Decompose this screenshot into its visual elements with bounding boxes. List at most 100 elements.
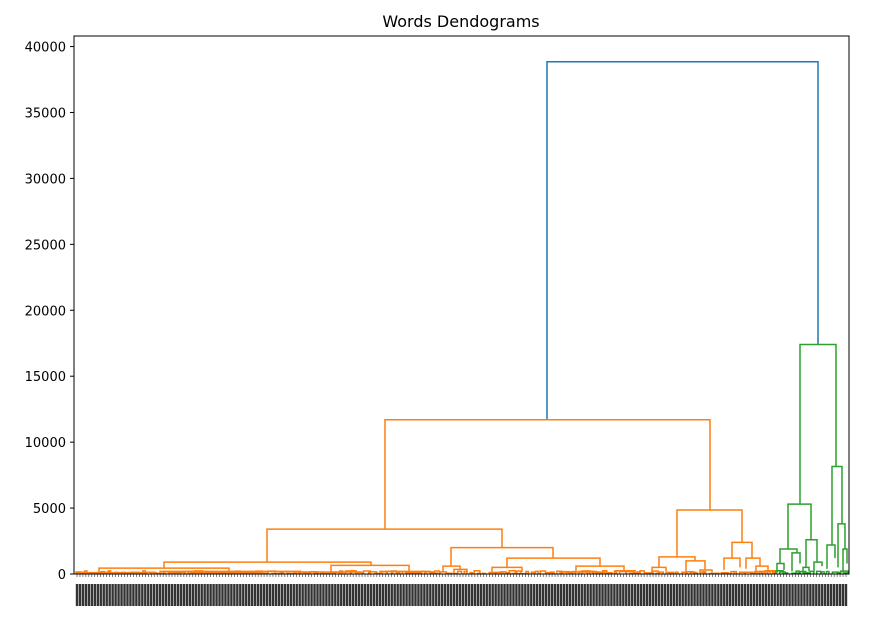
- x-tick-label: [310, 584, 312, 606]
- x-tick-label: [589, 584, 591, 606]
- x-tick-label: [631, 584, 633, 606]
- x-tick-label: [186, 584, 188, 606]
- x-tick-label: [117, 584, 119, 606]
- x-tick-label: [201, 584, 203, 606]
- x-tick-label: [230, 584, 232, 606]
- green-left-link: [788, 504, 811, 549]
- x-tick-label: [376, 584, 378, 606]
- x-tick-label: [779, 584, 781, 606]
- x-tick-label: [491, 584, 493, 606]
- link: [780, 549, 797, 564]
- x-tick-label: [105, 584, 107, 606]
- x-tick-label: [76, 584, 78, 606]
- x-tick-label: [373, 584, 375, 606]
- x-tick-label: [569, 584, 571, 606]
- x-tick-label: [174, 584, 176, 606]
- x-tick-label: [800, 584, 802, 606]
- link: [724, 558, 740, 570]
- root-link: [547, 62, 818, 420]
- x-tick-label: [138, 584, 140, 606]
- x-tick-label: [278, 584, 280, 606]
- plot-frame: [74, 36, 849, 574]
- x-tick-label: [676, 584, 678, 606]
- x-tick-label: [346, 584, 348, 606]
- x-tick-label: [782, 584, 784, 606]
- x-tick-label: [572, 584, 574, 606]
- x-tick-label: [331, 584, 333, 606]
- x-tick-label: [168, 584, 170, 606]
- x-tick-label: [215, 584, 217, 606]
- green-cluster-link: [800, 345, 836, 505]
- x-tick-label: [658, 584, 660, 606]
- x-tick-label: [319, 584, 321, 606]
- x-tick-label: [652, 584, 654, 606]
- x-tick-label: [334, 584, 336, 606]
- x-tick-label: [298, 584, 300, 606]
- link: [451, 548, 553, 566]
- x-tick-label: [771, 584, 773, 606]
- link: [746, 558, 760, 569]
- x-tick-label: [515, 584, 517, 606]
- x-tick-label: [845, 584, 847, 606]
- y-tick-label: 30000: [25, 172, 66, 187]
- x-tick-label: [304, 584, 306, 606]
- x-tick-label: [165, 584, 167, 606]
- y-tick-label: 35000: [25, 106, 66, 121]
- link: [806, 540, 817, 568]
- x-tick-label: [575, 584, 577, 606]
- y-tick-label: 0: [58, 568, 66, 583]
- x-tick-label: [483, 584, 485, 606]
- x-tick-label: [171, 584, 173, 606]
- x-tick-label: [248, 584, 250, 606]
- x-tick-label: [613, 584, 615, 606]
- x-tick-label: [661, 584, 663, 606]
- x-tick-label: [414, 584, 416, 606]
- x-tick-label: [506, 584, 508, 606]
- x-tick-label: [408, 584, 410, 606]
- x-tick-label: [417, 584, 419, 606]
- x-tick-label: [135, 584, 137, 606]
- x-tick-label: [236, 584, 238, 606]
- x-tick-label: [601, 584, 603, 606]
- x-tick-label: [159, 584, 161, 606]
- x-tick-label: [702, 584, 704, 606]
- x-tick-label: [821, 584, 823, 606]
- x-tick-label: [370, 584, 372, 606]
- x-tick-label: [774, 584, 776, 606]
- x-tick-label: [399, 584, 401, 606]
- x-tick-label: [497, 584, 499, 606]
- x-tick-label: [563, 584, 565, 606]
- x-tick-label: [393, 584, 395, 606]
- y-tick-label: 40000: [25, 41, 66, 56]
- x-tick-label: [183, 584, 185, 606]
- x-tick-label: [100, 584, 102, 606]
- x-tick-label: [189, 584, 191, 606]
- x-tick-label: [604, 584, 606, 606]
- x-tick-label: [684, 584, 686, 606]
- x-tick-label: [628, 584, 630, 606]
- dendrogram-links: [76, 62, 848, 574]
- x-tick-label: [269, 584, 271, 606]
- x-tick-label: [94, 584, 96, 606]
- orange-cluster-link: [385, 420, 710, 529]
- x-tick-label: [708, 584, 710, 606]
- x-tick-label: [287, 584, 289, 606]
- x-tick-label: [777, 584, 779, 606]
- link: [843, 549, 847, 573]
- x-tick-label: [367, 584, 369, 606]
- x-tick-label: [836, 584, 838, 606]
- x-tick-label: [429, 584, 431, 606]
- link: [792, 553, 800, 571]
- link: [827, 545, 835, 569]
- x-tick-label: [340, 584, 342, 606]
- x-tick-label: [177, 584, 179, 606]
- y-tick-label: 25000: [25, 238, 66, 253]
- x-tick-label: [453, 584, 455, 606]
- x-tick-label: [581, 584, 583, 606]
- x-tick-label: [156, 584, 158, 606]
- x-tick-label: [281, 584, 283, 606]
- x-tick-label: [423, 584, 425, 606]
- x-tick-label: [343, 584, 345, 606]
- x-tick-label: [756, 584, 758, 606]
